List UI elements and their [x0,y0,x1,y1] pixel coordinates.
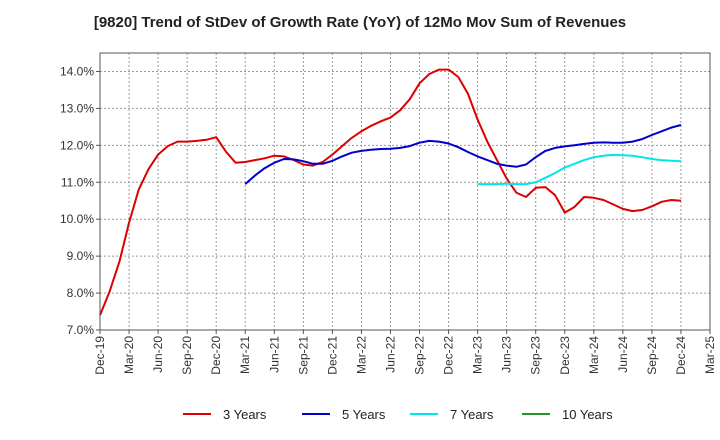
x-tick-label: Jun-21 [267,336,281,373]
legend-label: 10 Years [562,407,613,422]
x-tick-label: Dec-24 [674,336,688,375]
legend: 3 Years 5 Years 7 Years 10 Years [183,407,613,422]
x-tick-label: Sep-23 [529,336,543,375]
legend-label: 7 Years [450,407,494,422]
y-tick-label: 10.0% [60,212,94,226]
y-tick-label: 9.0% [67,249,95,263]
x-tick-label: Sep-20 [180,336,194,375]
x-axis-ticks: Dec-19 Mar-20 Jun-20 Sep-20 Dec-20 Mar-21 Jun-… [93,330,717,375]
y-tick-label: 14.0% [60,64,94,78]
x-tick-label: Dec-20 [209,336,223,375]
x-tick-label: Jun-22 [383,336,397,373]
x-tick-label: Dec-22 [442,336,456,375]
y-tick-label: 13.0% [60,101,94,115]
series-line-3-years [99,68,682,316]
x-tick-label: Dec-21 [325,336,339,375]
legend-label: 5 Years [342,407,386,422]
y-tick-label: 8.0% [67,286,95,300]
x-tick-label: Jun-20 [151,336,165,373]
x-tick-label: Jun-23 [500,336,514,373]
series-line-7-years [477,153,682,186]
y-tick-label: 12.0% [60,138,94,152]
series-line-5-years [244,124,682,185]
grid [99,53,711,331]
y-axis-ticks: 7.0% 8.0% 9.0% 10.0% 11.0% 12.0% 13.0% 14.0% [60,64,100,337]
x-tick-label: Mar-20 [122,336,136,374]
x-tick-label: Mar-24 [587,336,601,374]
x-tick-label: Sep-22 [413,336,427,375]
plot-frame [99,52,711,331]
x-tick-label: Mar-21 [238,336,252,374]
chart-title: [9820] Trend of StDev of Growth Rate (Yo… [93,14,627,31]
x-tick-label: Dec-19 [93,336,107,375]
y-tick-label: 7.0% [67,323,95,337]
x-tick-label: Jun-24 [616,336,630,373]
y-tick-label: 11.0% [61,175,94,189]
x-tick-label: Mar-23 [471,336,485,374]
x-tick-label: Mar-25 [703,336,717,374]
x-tick-label: Dec-23 [558,336,572,375]
x-tick-label: Sep-24 [645,336,659,375]
x-tick-label: Mar-22 [354,336,368,374]
legend-label: 3 Years [223,407,267,422]
x-tick-label: Sep-21 [296,336,310,375]
series-layer [99,68,682,316]
